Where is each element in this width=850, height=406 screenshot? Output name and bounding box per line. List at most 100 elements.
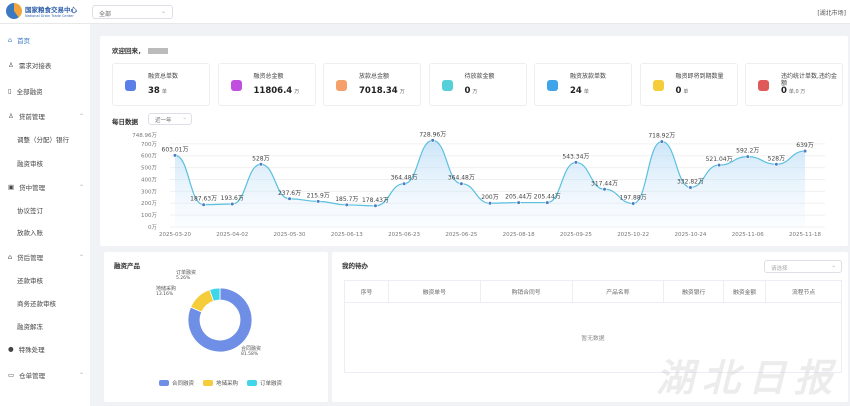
data-label: 364.48万 <box>391 175 418 182</box>
chevron-up-icon[interactable]: ⌃ <box>78 183 84 191</box>
sidebar-item[interactable]: ♙ 贷前管理 ⌃ <box>8 111 84 121</box>
data-label: 364.48万 <box>448 175 475 182</box>
data-label: 237.6万 <box>278 190 301 197</box>
range-select[interactable]: 近一年 ⌄ <box>148 113 192 125</box>
legend-item[interactable]: 合同融资 <box>159 379 194 387</box>
stat-icon <box>441 80 453 91</box>
sidebar-item[interactable]: ▣ 贷中管理 ⌃ <box>8 182 84 192</box>
chevron-up-icon[interactable]: ⌃ <box>78 371 84 379</box>
todo-card: 我的待办 请选择 ⌄ 序号 融资单号 购销合同号 产品名称 融资银行 融资金额 流程节点 暂无数… <box>332 252 848 402</box>
data-point[interactable] <box>659 139 664 144</box>
user-icon: ♙ <box>8 112 14 120</box>
product-title: 融资产品 <box>114 262 140 270</box>
data-label: 543.34万 <box>562 153 589 160</box>
sidebar-item[interactable]: 融资审核 <box>17 158 93 168</box>
stat-icon <box>652 80 664 91</box>
data-label: 178.43万 <box>362 197 389 204</box>
sidebar-item[interactable]: ⌂ 贷后管理 ⌃ <box>8 252 84 262</box>
stat-card: 融资即将到期数量 0 单 <box>639 63 738 106</box>
data-point[interactable] <box>459 181 464 186</box>
sidebar-item[interactable]: 融资解冻 <box>17 321 93 331</box>
y-tick-label: 200万 <box>141 200 157 207</box>
column-header: 融资银行 <box>663 280 725 303</box>
column-header: 购销合同号 <box>479 280 573 303</box>
sidebar-item[interactable]: ▭ 仓单管理 ⌃ <box>8 370 84 380</box>
x-tick-label: 2025-11-18 <box>789 232 821 238</box>
data-point[interactable] <box>287 196 292 201</box>
legend-swatch <box>203 380 213 386</box>
data-point[interactable] <box>373 203 378 208</box>
data-label: 639万 <box>796 142 813 149</box>
data-point[interactable] <box>430 138 435 143</box>
x-tick-label: 2025-03-20 <box>159 232 191 238</box>
logo[interactable]: 国家粮食交易中心 National Grain Trade Center <box>6 3 77 19</box>
data-point[interactable] <box>401 181 407 186</box>
chevron-down-icon: ⌄ <box>182 115 187 121</box>
stat-card: 融资放款单数 24 单 <box>534 63 632 106</box>
chevron-up-icon[interactable]: ⌃ <box>78 253 84 261</box>
user-icon: ♙ <box>8 61 14 69</box>
sidebar-item[interactable]: 还款审核 <box>17 275 93 285</box>
sidebar-item-label: 贷中管理 <box>19 184 46 192</box>
top-header: 国家粮食交易中心 National Grain Trade Center 全部 ⌄ … <box>0 0 850 24</box>
data-point[interactable] <box>258 162 264 167</box>
pie-slice[interactable] <box>187 287 253 353</box>
logo-mark-icon <box>6 3 22 19</box>
market-label[interactable]: [湖北市场] <box>817 10 846 17</box>
x-tick-label: 2025-08-18 <box>503 232 535 238</box>
data-point[interactable] <box>201 202 206 207</box>
sidebar-item-label: 需求对接表 <box>18 62 52 70</box>
data-point[interactable] <box>745 154 750 159</box>
data-point[interactable] <box>316 199 321 204</box>
data-label: 332.82万 <box>677 178 704 185</box>
data-point[interactable] <box>774 162 779 167</box>
slice-percent-label: 5.26% <box>176 275 191 281</box>
data-point[interactable] <box>688 185 693 190</box>
data-label: 528万 <box>252 155 269 162</box>
data-point[interactable] <box>172 153 178 158</box>
data-point[interactable] <box>487 201 493 206</box>
sidebar-item[interactable]: ▯ 全部融资 <box>8 86 84 96</box>
stat-label: 违约统计单数,违约金额 <box>781 73 837 87</box>
legend-label: 合同融资 <box>172 381 195 387</box>
data-point[interactable] <box>602 187 607 192</box>
y-tick-label: 500万 <box>141 165 157 172</box>
data-point[interactable] <box>802 148 808 154</box>
legend-item[interactable]: 订单融资 <box>247 379 282 387</box>
stat-value: 38 单 <box>148 86 167 96</box>
scope-select[interactable]: 全部 ⌄ <box>92 5 173 19</box>
data-label: 728.96万 <box>419 131 446 138</box>
sidebar-item-label: 融资解冻 <box>17 323 43 331</box>
logo-text: 国家粮食交易中心 <box>25 6 77 14</box>
stat-card: 融资总金额 11806.4 万 <box>217 63 316 106</box>
slice-name-label: 合同融资 <box>241 345 261 352</box>
data-point[interactable] <box>716 162 722 168</box>
todo-filter-select[interactable]: 请选择 ⌄ <box>764 260 842 273</box>
chevron-up-icon[interactable]: ⌃ <box>78 112 84 120</box>
data-point[interactable] <box>344 202 349 208</box>
sidebar-item[interactable]: 协议签订 <box>17 205 93 215</box>
sidebar-item[interactable]: ⌂ 首页 <box>8 35 84 45</box>
sidebar-item[interactable]: ● 特殊处理 <box>8 344 84 354</box>
data-label: 528万 <box>768 155 785 162</box>
sidebar-item[interactable]: 放款入账 <box>17 227 93 237</box>
data-point[interactable] <box>631 201 636 206</box>
legend-item[interactable]: 地储采购 <box>203 379 238 387</box>
stat-card: 待放款金额 0 万 <box>428 63 527 106</box>
sidebar-item[interactable]: ♙ 需求对接表 <box>8 60 84 70</box>
sidebar: ⌂ 首页 ♙ 需求对接表 ▯ 全部融资 ♙ 贷前管理 ⌃ 调整（分配）银行 融资审核 ▣ 贷中管理 ⌃ 协议… <box>0 24 90 406</box>
sidebar-item-label: 特殊处理 <box>18 346 45 354</box>
sidebar-item[interactable]: 商务还款审核 <box>17 298 93 308</box>
data-point[interactable] <box>516 200 521 205</box>
pie-slice[interactable] <box>190 289 215 313</box>
data-point[interactable] <box>230 201 235 207</box>
chevron-down-icon: ⌄ <box>831 263 836 269</box>
slice-name-label: 订单融资 <box>176 269 196 276</box>
watermark: 湖北日报 <box>655 356 840 400</box>
stat-label: 融资总单数 <box>148 73 179 80</box>
stat-card: 放款总金额 7018.34 万 <box>323 63 421 106</box>
sidebar-item[interactable]: 调整（分配）银行 <box>17 134 93 144</box>
pie-slice[interactable] <box>209 287 221 302</box>
data-point[interactable] <box>573 160 579 165</box>
data-point[interactable] <box>545 200 550 205</box>
